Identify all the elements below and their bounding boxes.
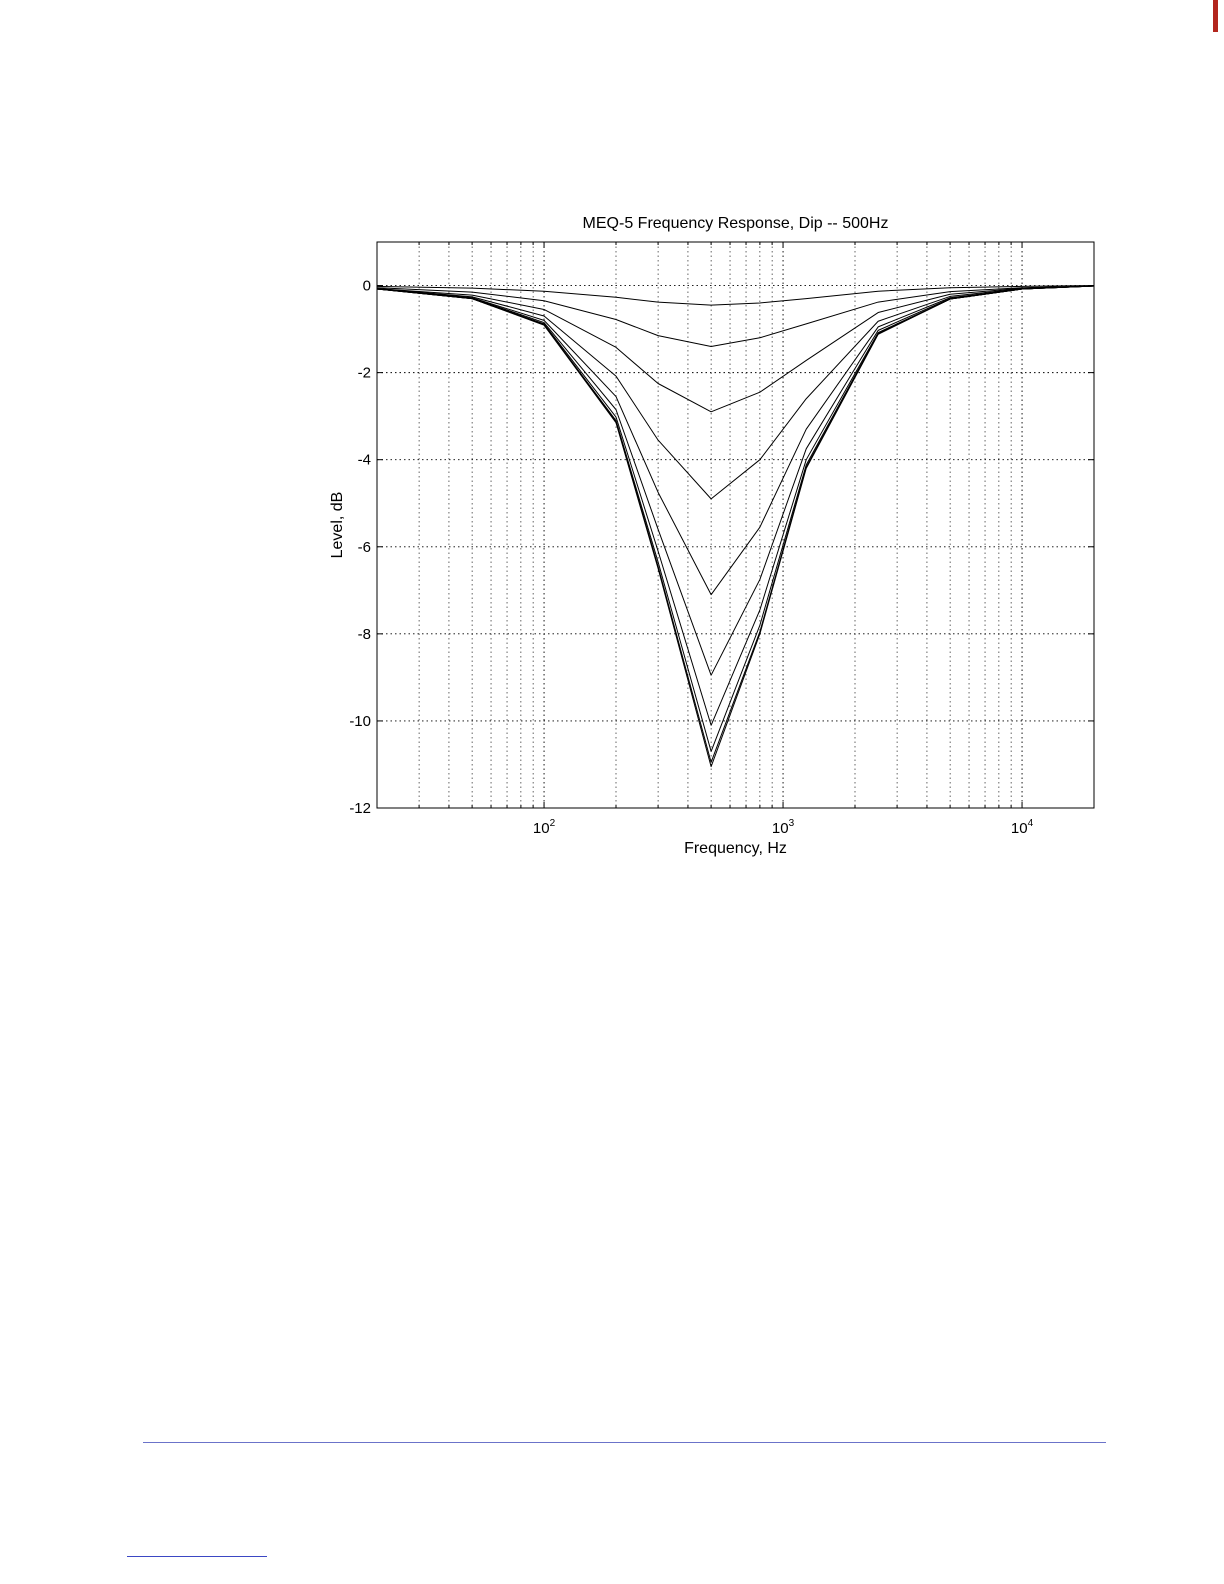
x-tick-label: 102 bbox=[533, 818, 556, 837]
footnote-rule bbox=[127, 1556, 267, 1557]
x-axis-label: Frequency, Hz bbox=[684, 840, 787, 857]
y-tick-label: -8 bbox=[358, 626, 371, 643]
response-curve bbox=[376, 285, 1095, 347]
page-edge-tab bbox=[1213, 0, 1218, 32]
y-tick-label: -4 bbox=[358, 452, 371, 469]
y-tick-label: -2 bbox=[358, 365, 371, 382]
x-tick-label: 104 bbox=[1011, 818, 1034, 837]
frequency-response-chart: 0 -2 -4 -6 -8 -10 -12 102 103 104 MEQ-5 Frequency… bbox=[300, 195, 1130, 875]
y-tick-label: 0 bbox=[363, 278, 371, 295]
y-axis-label: Level, dB bbox=[329, 492, 346, 559]
response-curve bbox=[376, 285, 1095, 306]
series-layer bbox=[376, 285, 1095, 768]
y-tick-label: -10 bbox=[349, 713, 371, 730]
x-tick-label: 103 bbox=[772, 818, 795, 837]
response-curve bbox=[376, 285, 1095, 413]
chart-title: MEQ-5 Frequency Response, Dip -- 500Hz bbox=[583, 215, 889, 232]
tick-layer: 0 -2 -4 -6 -8 -10 -12 102 103 104 bbox=[349, 242, 1094, 837]
response-curve bbox=[376, 285, 1095, 596]
plot-frame bbox=[376, 241, 1095, 809]
y-tick-label: -6 bbox=[358, 539, 371, 556]
footer-rule bbox=[143, 1442, 1106, 1443]
response-curve bbox=[376, 285, 1095, 768]
response-curve bbox=[376, 285, 1095, 500]
frequency-response-figure: 0 -2 -4 -6 -8 -10 -12 102 103 104 MEQ-5 Frequency… bbox=[300, 195, 1130, 875]
y-tick-label: -12 bbox=[349, 800, 371, 817]
chart-background bbox=[300, 195, 1130, 875]
